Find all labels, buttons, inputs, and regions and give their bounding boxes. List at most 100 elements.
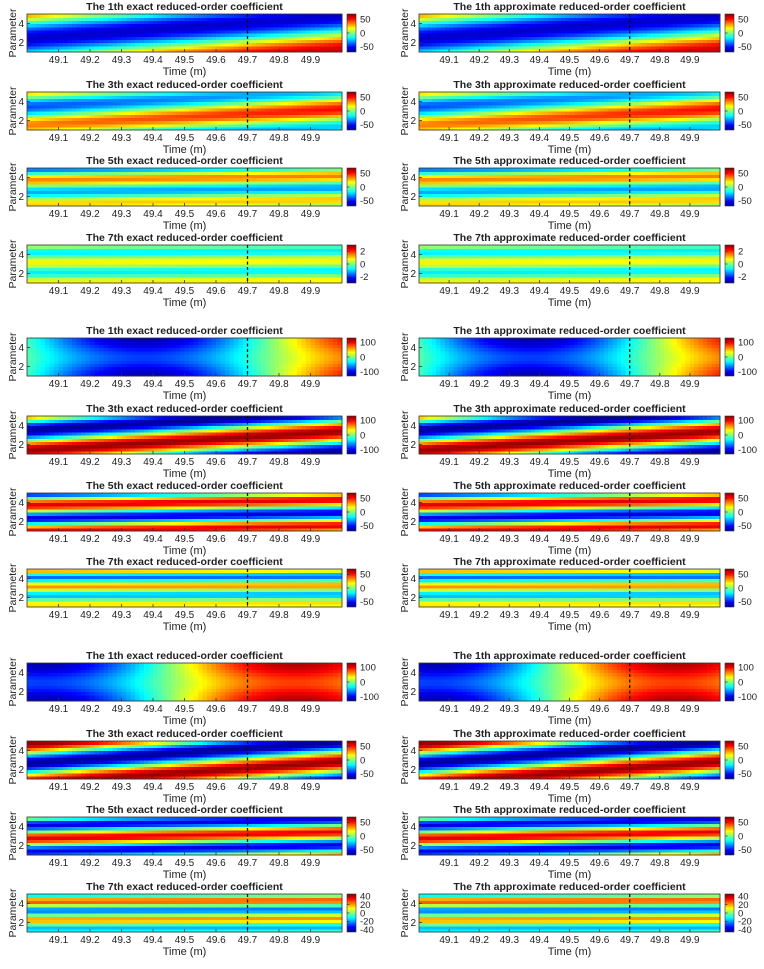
heatmap-cell xyxy=(419,17,424,21)
heatmap-cell xyxy=(642,23,648,28)
heatmap-cell xyxy=(698,45,704,50)
heatmap-cell xyxy=(634,177,639,182)
heatmap-cell xyxy=(135,193,141,198)
heatmap-cell xyxy=(595,42,601,47)
heatmap-cell xyxy=(530,180,536,185)
heatmap-cell xyxy=(513,114,519,118)
heatmap-cell xyxy=(685,45,691,50)
heatmap-cell xyxy=(283,171,289,175)
heatmap-cell xyxy=(220,33,226,37)
heatmap-cell xyxy=(431,123,437,128)
heatmap-cell xyxy=(292,180,298,185)
heatmap-cell xyxy=(81,95,87,99)
heatmap-cell xyxy=(526,199,532,204)
heatmap-cell xyxy=(202,29,208,34)
heatmap-cell xyxy=(595,193,601,198)
heatmap-cell xyxy=(319,39,325,44)
heatmap-cell xyxy=(483,95,489,99)
heatmap-cell xyxy=(184,26,190,31)
heatmap-cell xyxy=(297,104,303,109)
heatmap-cell xyxy=(453,168,459,172)
heatmap-cell xyxy=(157,14,163,18)
heatmap-cell xyxy=(431,111,437,115)
heatmap-cell xyxy=(565,171,571,175)
heatmap-cell xyxy=(85,171,91,175)
heatmap-cell xyxy=(672,98,678,103)
heatmap-cell xyxy=(591,199,596,204)
heatmap-cell xyxy=(36,23,42,28)
heatmap-cell xyxy=(487,48,493,53)
heatmap-cell xyxy=(198,36,204,40)
heatmap-cell xyxy=(539,114,545,118)
heatmap-cell xyxy=(63,14,69,18)
heatmap-cell xyxy=(220,48,226,53)
heatmap-cell xyxy=(189,196,195,201)
heatmap-cell xyxy=(324,180,330,185)
heatmap-cell xyxy=(423,120,429,125)
heatmap-cell xyxy=(449,48,454,53)
heatmap-cell xyxy=(153,29,159,34)
heatmap-cell xyxy=(112,101,118,106)
heatmap-cell xyxy=(646,123,652,128)
heatmap-cell xyxy=(677,17,682,21)
heatmap-cell xyxy=(444,36,450,40)
heatmap-cell xyxy=(76,48,82,53)
heatmap-cell xyxy=(337,174,343,179)
heatmap-cell xyxy=(175,48,181,53)
heatmap-cell xyxy=(427,48,433,53)
heatmap-cell xyxy=(634,48,639,53)
heatmap-cell xyxy=(603,117,609,122)
heatmap-cell xyxy=(337,14,343,18)
heatmap-cell xyxy=(63,193,69,198)
heatmap-cell xyxy=(283,101,289,106)
heatmap-cell xyxy=(642,126,648,131)
heatmap-cell xyxy=(279,174,285,179)
heatmap-cell xyxy=(642,20,648,25)
heatmap-cell xyxy=(668,45,674,50)
heatmap-cell xyxy=(702,42,708,47)
heatmap-cell xyxy=(189,126,195,131)
heatmap-cell xyxy=(328,126,334,131)
heatmap-cell xyxy=(685,123,691,128)
heatmap-cell xyxy=(603,42,609,47)
heatmap-cell xyxy=(45,39,51,44)
heatmap-cell xyxy=(229,48,235,53)
heatmap-cell xyxy=(36,190,42,194)
heatmap-cell xyxy=(616,92,622,96)
heatmap-cell xyxy=(247,42,253,47)
heatmap-cell xyxy=(664,120,669,125)
heatmap-cell xyxy=(543,123,549,128)
heatmap-cell xyxy=(569,171,575,175)
heatmap-cell xyxy=(67,117,73,122)
heatmap-cell xyxy=(265,177,271,182)
heatmap-cell xyxy=(517,171,523,175)
heatmap-cell xyxy=(505,174,510,179)
heatmap-cell xyxy=(220,196,226,201)
heatmap-cell xyxy=(58,117,64,122)
heatmap-cell xyxy=(319,17,325,21)
heatmap-cell xyxy=(99,168,105,172)
heatmap-cell xyxy=(664,33,669,37)
heatmap-cell xyxy=(265,23,271,28)
heatmap-cell xyxy=(31,177,37,182)
heatmap-cell xyxy=(243,98,249,103)
heatmap-cell xyxy=(698,36,704,40)
heatmap-cell xyxy=(535,114,540,118)
heatmap-cell xyxy=(31,23,37,28)
heatmap-cell xyxy=(621,14,626,18)
heatmap-cell xyxy=(440,193,446,198)
heatmap-cell xyxy=(560,36,566,40)
heatmap-cell xyxy=(492,190,497,194)
heatmap-cell xyxy=(207,33,213,37)
heatmap-cell xyxy=(634,117,639,122)
heatmap-cell xyxy=(462,193,467,198)
heatmap-cell xyxy=(157,202,163,207)
heatmap-cell xyxy=(677,48,682,53)
heatmap-cell xyxy=(175,14,181,18)
heatmap-cell xyxy=(505,36,510,40)
heatmap-cell xyxy=(315,33,321,37)
heatmap-cell xyxy=(292,98,298,103)
heatmap-cell xyxy=(85,45,91,50)
heatmap-cell xyxy=(229,174,235,179)
heatmap-cell xyxy=(543,120,549,125)
